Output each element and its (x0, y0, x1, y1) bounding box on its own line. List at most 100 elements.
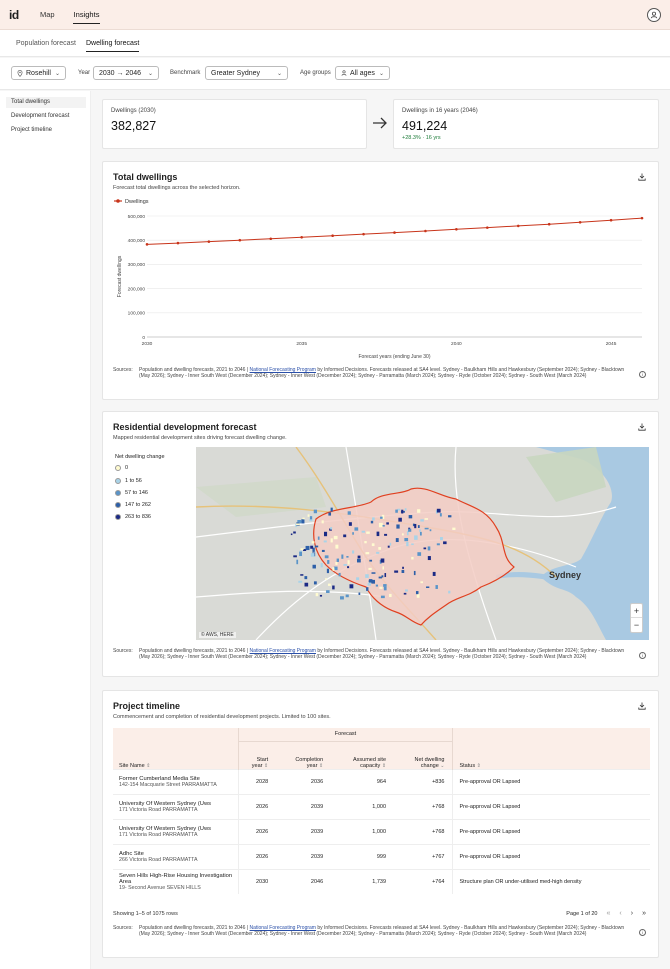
development-site-marker[interactable] (361, 530, 366, 533)
development-site-marker[interactable] (389, 593, 392, 598)
development-site-marker[interactable] (376, 531, 380, 537)
info-icon[interactable]: i (639, 371, 646, 378)
development-site-marker[interactable] (403, 592, 407, 595)
development-site-marker[interactable] (402, 566, 404, 569)
development-site-marker[interactable] (423, 547, 427, 550)
development-site-marker[interactable] (364, 541, 367, 544)
development-site-marker[interactable] (383, 584, 387, 587)
development-site-marker[interactable] (313, 581, 317, 585)
development-site-marker[interactable] (310, 545, 314, 549)
development-site-marker[interactable] (427, 546, 431, 551)
development-site-marker[interactable] (429, 529, 432, 532)
area-select[interactable]: Rosehill ⌄ (11, 66, 66, 80)
development-site-marker[interactable] (299, 551, 303, 557)
development-site-marker[interactable] (321, 520, 324, 524)
age-groups-select[interactable]: All ages ⌄ (335, 66, 390, 80)
info-icon[interactable]: i (639, 652, 646, 659)
zoom-out-button[interactable]: − (633, 620, 640, 630)
sidebar-item-development-forecast[interactable]: Development forecast (11, 113, 70, 119)
development-site-marker[interactable] (420, 581, 424, 584)
development-site-marker[interactable] (427, 556, 431, 561)
development-site-marker[interactable] (408, 527, 411, 530)
development-site-marker[interactable] (408, 528, 412, 532)
development-site-marker[interactable] (332, 567, 335, 571)
development-site-marker[interactable] (368, 579, 373, 583)
development-site-marker[interactable] (435, 585, 438, 589)
development-site-marker[interactable] (366, 531, 370, 534)
development-site-marker[interactable] (366, 587, 369, 591)
development-site-marker[interactable] (378, 547, 382, 550)
sidebar-item-total-dwellings[interactable]: Total dwellings (6, 97, 86, 108)
development-site-marker[interactable] (354, 527, 359, 531)
development-site-marker[interactable] (302, 517, 305, 520)
development-site-marker[interactable] (317, 536, 320, 540)
development-site-marker[interactable] (345, 594, 349, 598)
development-site-marker[interactable] (415, 591, 419, 595)
development-site-marker[interactable] (312, 564, 316, 569)
development-site-marker[interactable] (372, 517, 375, 521)
development-site-marker[interactable] (417, 525, 420, 528)
development-site-marker[interactable] (323, 531, 328, 537)
development-site-marker[interactable] (315, 593, 319, 597)
development-site-marker[interactable] (386, 522, 389, 525)
development-site-marker[interactable] (370, 520, 374, 524)
development-site-marker[interactable] (309, 516, 313, 521)
first-page-icon[interactable]: « (606, 910, 611, 917)
development-site-marker[interactable] (356, 577, 360, 581)
development-site-marker[interactable] (404, 508, 407, 511)
development-site-marker[interactable] (332, 585, 335, 590)
development-site-marker[interactable] (307, 514, 310, 517)
development-site-marker[interactable] (387, 545, 390, 548)
development-site-marker[interactable] (335, 561, 338, 565)
development-site-marker[interactable] (378, 522, 383, 528)
last-page-icon[interactable]: » (642, 910, 646, 917)
year-select[interactable]: 2030 → 2046 ⌄ (93, 66, 159, 80)
development-site-marker[interactable] (369, 559, 373, 562)
development-site-marker[interactable] (411, 543, 414, 546)
development-site-marker[interactable] (379, 586, 383, 589)
development-site-marker[interactable] (406, 541, 409, 547)
benchmark-select[interactable]: Greater Sydney ⌄ (205, 66, 288, 80)
table-row[interactable]: Seven Hills High-Rise Housing Investigat… (113, 868, 650, 894)
user-avatar-button[interactable] (647, 8, 661, 22)
development-site-marker[interactable] (349, 584, 354, 589)
development-site-marker[interactable] (311, 541, 315, 544)
development-site-marker[interactable] (357, 555, 361, 559)
development-site-marker[interactable] (381, 575, 384, 578)
development-site-marker[interactable] (333, 535, 338, 540)
development-site-marker[interactable] (380, 595, 385, 599)
development-site-marker[interactable] (347, 511, 351, 515)
nav-map[interactable]: Map (40, 10, 55, 19)
development-site-marker[interactable] (365, 552, 370, 555)
development-site-marker[interactable] (321, 549, 325, 552)
development-site-marker[interactable] (352, 532, 354, 535)
sidebar-item-project-timeline[interactable]: Project timeline (11, 127, 53, 133)
download-icon[interactable] (638, 702, 646, 710)
development-site-marker[interactable] (404, 537, 409, 542)
development-site-marker[interactable] (348, 522, 352, 526)
development-site-marker[interactable] (413, 570, 416, 576)
development-site-marker[interactable] (304, 582, 309, 587)
development-site-marker[interactable] (324, 555, 329, 559)
development-site-marker[interactable] (295, 523, 297, 528)
development-site-marker[interactable] (327, 560, 330, 564)
development-site-marker[interactable] (365, 574, 369, 578)
column-site-name[interactable]: Site Name ⇕ (113, 741, 238, 769)
development-site-marker[interactable] (382, 566, 385, 570)
development-site-marker[interactable] (378, 576, 382, 579)
development-site-marker[interactable] (380, 558, 385, 563)
development-site-marker[interactable] (381, 514, 385, 520)
development-site-marker[interactable] (448, 590, 451, 594)
development-site-marker[interactable] (326, 590, 330, 593)
development-site-marker[interactable] (303, 549, 307, 551)
download-icon[interactable] (638, 423, 646, 431)
tab-population-forecast[interactable]: Population forecast (16, 40, 76, 47)
development-site-marker[interactable] (375, 584, 379, 587)
column-site-capacity[interactable]: Assumed site capacity ⇕ (331, 741, 395, 769)
development-site-marker[interactable] (330, 538, 333, 543)
table-row[interactable]: University Of Western Sydney (Uws 171 Vic… (113, 793, 650, 819)
development-site-marker[interactable] (325, 578, 327, 580)
sources-link[interactable]: National Forecasting Program (249, 648, 316, 654)
development-site-marker[interactable] (341, 554, 344, 559)
development-site-marker[interactable] (301, 519, 305, 524)
